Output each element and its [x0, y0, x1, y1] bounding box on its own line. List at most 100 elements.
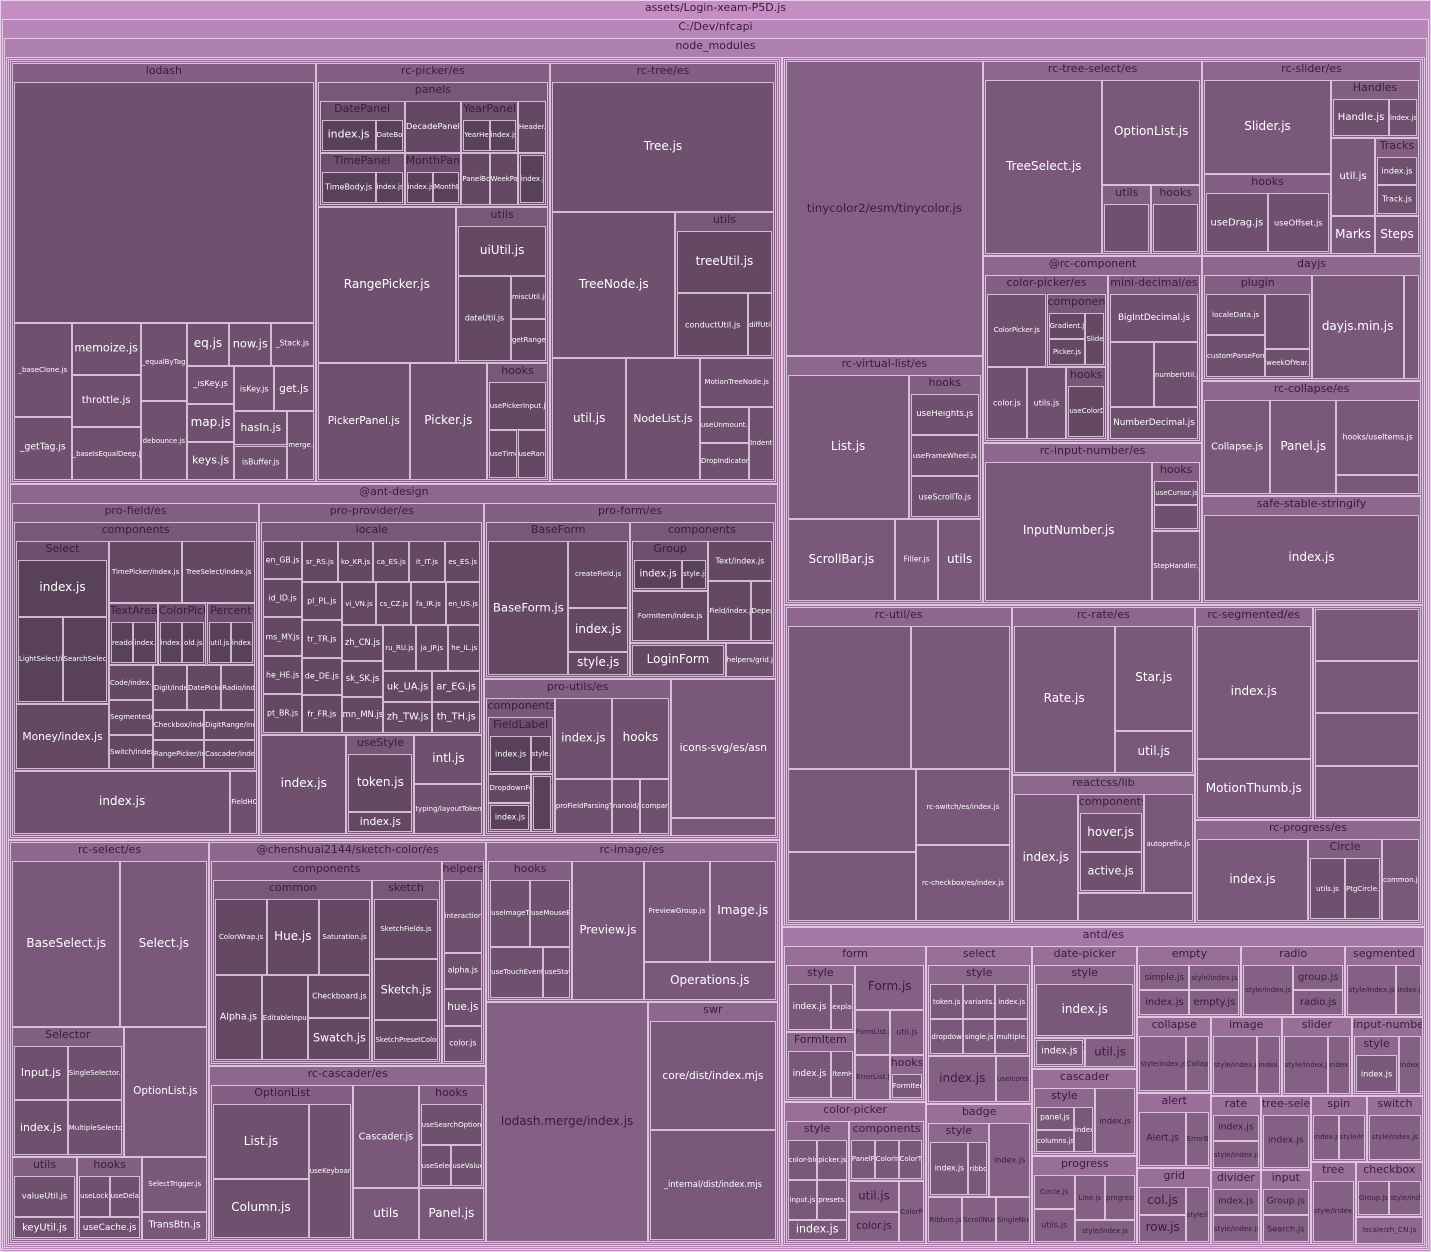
- treemap-leaf-isbuffer-js[interactable]: isBuffer.js: [234, 445, 288, 480]
- treemap-leaf-usesearchoptions-js[interactable]: useSearchOptions.js: [420, 1104, 483, 1146]
- treemap-leaf-rangepicker-js[interactable]: RangePicker.js: [317, 206, 456, 363]
- treemap-leaf-usedelayreset-js[interactable]: useDelayReset.js: [109, 1175, 141, 1218]
- treemap-leaf-index-js[interactable]: index.js: [1035, 1039, 1083, 1065]
- treemap-leaf-index-js[interactable]: index.js: [14, 1100, 68, 1155]
- treemap-leaf-en-us-js[interactable]: en_US.js: [445, 582, 481, 626]
- treemap-leaf-rangepicker-index-js[interactable]: RangePicker/index.js: [152, 739, 205, 770]
- treemap-leaf-pt-br-js[interactable]: pt_BR.js: [263, 694, 302, 733]
- treemap-leaf-rate-js[interactable]: Rate.js: [1013, 625, 1115, 774]
- treemap-leaf-style-index-js[interactable]: style/index.js: [1338, 1114, 1365, 1160]
- treemap-leaf-checkbox-index-js[interactable]: Checkbox/index.js: [152, 709, 205, 740]
- treemap-leaf-index-js[interactable]: index.js: [1257, 1036, 1280, 1094]
- treemap-leaf-token-js[interactable]: token.js: [348, 753, 413, 813]
- treemap-leaf-baseselect-js[interactable]: BaseSelect.js: [12, 860, 121, 1028]
- treemap-leaf-group[interactable]: [1077, 892, 1193, 922]
- treemap-leaf-group[interactable]: [787, 852, 917, 922]
- treemap-leaf-index-js[interactable]: index.js: [1356, 1055, 1397, 1092]
- treemap-leaf-iskey-js[interactable]: _isKey.js: [186, 365, 235, 404]
- treemap-leaf-marks[interactable]: Marks: [1331, 215, 1376, 255]
- treemap-leaf-de-de-js[interactable]: de_DE.js: [302, 657, 342, 696]
- treemap-leaf-colorpicker-js[interactable]: ColorPicker.js: [899, 1181, 925, 1242]
- treemap-leaf-he-he-js[interactable]: he_HE.js: [263, 655, 302, 695]
- treemap-leaf-style-index-js[interactable]: style/index.js: [1212, 1141, 1259, 1168]
- treemap-leaf-index-js[interactable]: index.js: [375, 171, 403, 203]
- treemap-leaf-searchselect-index-js[interactable]: SearchSelect/index.js: [62, 616, 108, 702]
- treemap-leaf-field-index-js[interactable]: Field/index.js: [708, 580, 751, 642]
- treemap-leaf-colorwrap-js[interactable]: ColorWrap.js: [215, 898, 267, 976]
- treemap-leaf-usekeyboard-js[interactable]: useKeyboard.js: [308, 1104, 352, 1238]
- treemap-leaf-swatch-js[interactable]: Swatch.js: [308, 1017, 371, 1061]
- treemap-leaf-dateutil-js[interactable]: dateUtil.js: [458, 276, 511, 361]
- treemap-leaf-index-js[interactable]: index.js: [568, 607, 629, 653]
- treemap-leaf-motiontreenode-js[interactable]: MotionTreeNode.js: [699, 357, 774, 407]
- treemap-leaf-circle-js[interactable]: Circle.js: [1033, 1175, 1075, 1209]
- treemap-leaf-index-js[interactable]: index.js: [1013, 794, 1078, 922]
- treemap-leaf-datebody-js[interactable]: DateBody.js: [375, 120, 403, 151]
- treemap-leaf-loginform[interactable]: LoginForm: [632, 645, 724, 675]
- treemap-leaf-index-js[interactable]: index.js: [490, 804, 530, 830]
- treemap-leaf-scrollnumber-js[interactable]: ScrollNumber.js: [962, 1197, 997, 1242]
- treemap-leaf-helpers-grid-js[interactable]: helpers/grid.js: [725, 643, 774, 677]
- treemap-leaf-group[interactable]: [1265, 294, 1310, 350]
- treemap-leaf-style-index-js[interactable]: style/index.js: [1283, 1036, 1329, 1094]
- treemap-leaf-colorpicker-js[interactable]: ColorPicker.js: [987, 294, 1047, 367]
- treemap-leaf-formitemlabel-js[interactable]: FormItemLabel.js: [891, 1073, 923, 1098]
- treemap-leaf-line-js[interactable]: Line.js: [1074, 1175, 1106, 1220]
- treemap-leaf-eq-js[interactable]: eq.js: [186, 323, 230, 366]
- treemap-leaf-stephandler-js[interactable]: StepHandler.js: [1152, 531, 1201, 601]
- treemap-leaf-yearheader-js[interactable]: YearHeader.js: [463, 120, 490, 151]
- treemap-leaf-utils[interactable]: utils: [353, 1188, 419, 1240]
- treemap-leaf-fr-fr-js[interactable]: fr_FR.js: [302, 695, 342, 733]
- treemap-leaf-style-index-js[interactable]: style/index.js: [1389, 1180, 1421, 1215]
- treemap-leaf-index-js[interactable]: index.js: [1212, 1188, 1259, 1216]
- treemap-leaf-panelpicker-js[interactable]: PanelPicker.js: [850, 1139, 875, 1180]
- treemap-leaf-utils[interactable]: utils: [938, 519, 982, 601]
- treemap-leaf-usetimeselection-js[interactable]: useTimeSelection.js: [488, 429, 518, 478]
- treemap-leaf-userangedisabled-js[interactable]: useRangeDisabled.js: [517, 429, 547, 478]
- treemap-leaf-throttle-js[interactable]: throttle.js: [71, 375, 141, 428]
- treemap-leaf-util-js[interactable]: util.js: [848, 1181, 900, 1212]
- treemap-leaf-tr-tr-js[interactable]: tr_TR.js: [302, 619, 342, 658]
- treemap-leaf-picker-js[interactable]: Picker.js: [1048, 338, 1086, 365]
- treemap-leaf-index-js[interactable]: index.js: [634, 559, 683, 590]
- treemap-leaf-panel-js[interactable]: panel.js: [1035, 1106, 1074, 1130]
- treemap-leaf-hue-js[interactable]: Hue.js: [266, 898, 319, 976]
- treemap-leaf-ru-ru-js[interactable]: ru_RU.js: [383, 625, 416, 672]
- treemap-leaf-header-js[interactable]: Header.js: [517, 101, 547, 153]
- treemap-leaf-steps[interactable]: Steps: [1375, 215, 1419, 255]
- treemap-leaf-nanoid-index-js[interactable]: nanoid/index.js: [611, 779, 641, 834]
- treemap-leaf-style-index-js[interactable]: style/index.js: [1243, 965, 1294, 1016]
- treemap-leaf-group[interactable]: [1314, 661, 1419, 714]
- treemap-leaf-treeselect-js[interactable]: TreeSelect.js: [985, 80, 1103, 255]
- treemap-leaf-image-js[interactable]: Image.js: [709, 860, 776, 962]
- treemap-leaf-index-js[interactable]: index.js: [406, 171, 433, 203]
- treemap-leaf-pickerpanel-js[interactable]: PickerPanel.js: [317, 362, 410, 480]
- treemap-leaf-style-js[interactable]: style.js: [682, 559, 707, 590]
- treemap-leaf-errorboundary-js[interactable]: ErrorBoundary.js: [1185, 1111, 1209, 1167]
- treemap-leaf-util-js[interactable]: util.js: [1084, 1037, 1136, 1067]
- treemap-leaf-conductutil-js[interactable]: conductUtil.js: [677, 293, 749, 356]
- treemap-leaf-colortrigger-js[interactable]: ColorTrigger.js: [898, 1139, 923, 1180]
- treemap-leaf-hasin-js[interactable]: hasIn.js: [234, 411, 288, 446]
- treemap-leaf-hooks[interactable]: hooks: [611, 697, 669, 780]
- treemap-leaf-useimagetransform-js[interactable]: useImageTransform.js: [490, 879, 531, 948]
- treemap-leaf-token-js[interactable]: token.js: [930, 984, 963, 1020]
- treemap-leaf-sk-sk-js[interactable]: sk_SK.js: [341, 661, 384, 697]
- treemap-leaf-old-js[interactable]: old.js: [182, 622, 205, 664]
- treemap-leaf-hooks-useitems-js[interactable]: hooks/useItems.js: [1336, 399, 1419, 476]
- treemap-leaf-es-es-js[interactable]: es_ES.js: [444, 540, 481, 583]
- treemap-leaf-index-js[interactable]: index.js: [261, 734, 347, 834]
- treemap-leaf-select-js[interactable]: Select.js: [120, 860, 208, 1028]
- treemap-leaf-typing-layouttoken-js[interactable]: typing/layoutToken.js: [414, 784, 483, 834]
- treemap-leaf-form-js[interactable]: Form.js: [855, 965, 925, 1010]
- treemap-leaf-cascader-js[interactable]: Cascader.js: [353, 1085, 419, 1189]
- treemap-leaf-style-index-js[interactable]: style/index.js: [1185, 1187, 1209, 1242]
- treemap-leaf-index-js[interactable]: index.js: [159, 622, 183, 664]
- treemap-leaf-baseclone-js[interactable]: _baseClone.js: [14, 323, 72, 417]
- treemap-leaf-style-index-js[interactable]: style/index.js: [1347, 965, 1397, 1016]
- treemap-leaf-list-js[interactable]: List.js: [787, 375, 909, 520]
- treemap-leaf-picker-js[interactable]: picker.js: [817, 1139, 847, 1180]
- treemap-leaf-internal-dist-index-mjs[interactable]: _internal/dist/index.mjs: [650, 1130, 776, 1240]
- treemap-leaf-utils-js[interactable]: utils.js: [1033, 1208, 1075, 1242]
- treemap-leaf-col-js[interactable]: col.js: [1139, 1187, 1186, 1215]
